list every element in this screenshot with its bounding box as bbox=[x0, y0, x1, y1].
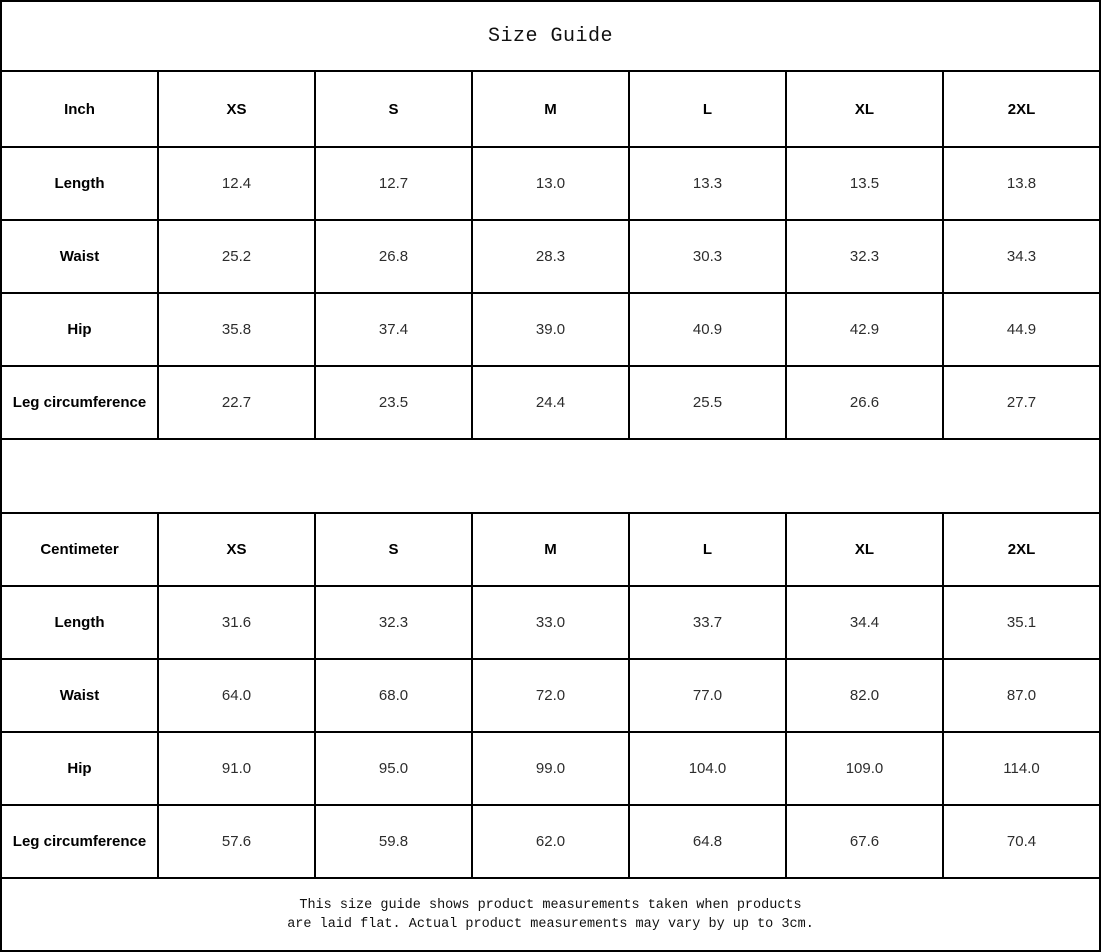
table-row-inch-hip: Hip 35.8 37.4 39.0 40.9 42.9 44.9 bbox=[0, 292, 1101, 367]
cell-value: 35.8 bbox=[157, 292, 316, 367]
cell-value: 109.0 bbox=[785, 731, 944, 806]
row-label: Leg circumference bbox=[0, 365, 159, 440]
cell-value: 68.0 bbox=[314, 658, 473, 733]
table-row-inch-length: Length 12.4 12.7 13.0 13.3 13.5 13.8 bbox=[0, 146, 1101, 221]
inch-header-row: Inch XS S M L XL 2XL bbox=[0, 70, 1101, 148]
cell-value: 23.5 bbox=[314, 365, 473, 440]
cell-value: 42.9 bbox=[785, 292, 944, 367]
cell-value: 30.3 bbox=[628, 219, 787, 294]
size-header-xl: XL bbox=[785, 512, 944, 587]
cell-value: 82.0 bbox=[785, 658, 944, 733]
cell-value: 13.8 bbox=[942, 146, 1101, 221]
cell-value: 99.0 bbox=[471, 731, 630, 806]
cell-value: 37.4 bbox=[314, 292, 473, 367]
table-row-cm-length: Length 31.6 32.3 33.0 33.7 34.4 35.1 bbox=[0, 585, 1101, 660]
cell-value: 59.8 bbox=[314, 804, 473, 879]
cell-value: 104.0 bbox=[628, 731, 787, 806]
cm-header-row: Centimeter XS S M L XL 2XL bbox=[0, 512, 1101, 587]
cell-value: 12.4 bbox=[157, 146, 316, 221]
cell-value: 33.0 bbox=[471, 585, 630, 660]
page-title: Size Guide bbox=[0, 0, 1101, 72]
cell-value: 34.3 bbox=[942, 219, 1101, 294]
cell-value: 27.7 bbox=[942, 365, 1101, 440]
size-header-s: S bbox=[314, 70, 473, 148]
measurement-note: This size guide shows product measuremen… bbox=[0, 877, 1101, 952]
table-row-cm-leg: Leg circumference 57.6 59.8 62.0 64.8 67… bbox=[0, 804, 1101, 879]
cell-value: 114.0 bbox=[942, 731, 1101, 806]
title-row: Size Guide bbox=[0, 0, 1101, 72]
cell-value: 32.3 bbox=[314, 585, 473, 660]
cell-value: 62.0 bbox=[471, 804, 630, 879]
cell-value: 39.0 bbox=[471, 292, 630, 367]
measurement-note-line1: This size guide shows product measuremen… bbox=[299, 897, 802, 913]
cell-value: 77.0 bbox=[628, 658, 787, 733]
size-header-l: L bbox=[628, 512, 787, 587]
cell-value: 28.3 bbox=[471, 219, 630, 294]
cell-value: 13.0 bbox=[471, 146, 630, 221]
footer-row: This size guide shows product measuremen… bbox=[0, 877, 1101, 952]
cell-value: 13.5 bbox=[785, 146, 944, 221]
cell-value: 13.3 bbox=[628, 146, 787, 221]
row-label: Length bbox=[0, 146, 159, 221]
cell-value: 25.5 bbox=[628, 365, 787, 440]
size-header-l: L bbox=[628, 70, 787, 148]
table-row-inch-leg: Leg circumference 22.7 23.5 24.4 25.5 26… bbox=[0, 365, 1101, 440]
spacer-cell bbox=[0, 438, 1101, 514]
measurement-note-line2: are laid flat. Actual product measuremen… bbox=[287, 916, 814, 932]
cell-value: 70.4 bbox=[942, 804, 1101, 879]
cell-value: 40.9 bbox=[628, 292, 787, 367]
row-label: Waist bbox=[0, 219, 159, 294]
cell-value: 64.8 bbox=[628, 804, 787, 879]
cell-value: 87.0 bbox=[942, 658, 1101, 733]
spacer-row bbox=[0, 438, 1101, 514]
table-row-cm-hip: Hip 91.0 95.0 99.0 104.0 109.0 114.0 bbox=[0, 731, 1101, 806]
table-row-inch-waist: Waist 25.2 26.8 28.3 30.3 32.3 34.3 bbox=[0, 219, 1101, 294]
cell-value: 57.6 bbox=[157, 804, 316, 879]
cell-value: 95.0 bbox=[314, 731, 473, 806]
size-header-xs: XS bbox=[157, 512, 316, 587]
cell-value: 35.1 bbox=[942, 585, 1101, 660]
cell-value: 33.7 bbox=[628, 585, 787, 660]
table-row-cm-waist: Waist 64.0 68.0 72.0 77.0 82.0 87.0 bbox=[0, 658, 1101, 733]
cell-value: 22.7 bbox=[157, 365, 316, 440]
cell-value: 72.0 bbox=[471, 658, 630, 733]
unit-header-centimeter: Centimeter bbox=[0, 512, 159, 587]
size-header-2xl: 2XL bbox=[942, 512, 1101, 587]
size-header-m: M bbox=[471, 70, 630, 148]
cell-value: 26.8 bbox=[314, 219, 473, 294]
cell-value: 12.7 bbox=[314, 146, 473, 221]
size-header-m: M bbox=[471, 512, 630, 587]
cell-value: 25.2 bbox=[157, 219, 316, 294]
size-header-2xl: 2XL bbox=[942, 70, 1101, 148]
size-header-xs: XS bbox=[157, 70, 316, 148]
row-label: Hip bbox=[0, 731, 159, 806]
row-label: Hip bbox=[0, 292, 159, 367]
cell-value: 44.9 bbox=[942, 292, 1101, 367]
cell-value: 32.3 bbox=[785, 219, 944, 294]
row-label: Leg circumference bbox=[0, 804, 159, 879]
row-label: Waist bbox=[0, 658, 159, 733]
cell-value: 67.6 bbox=[785, 804, 944, 879]
cell-value: 26.6 bbox=[785, 365, 944, 440]
row-label: Length bbox=[0, 585, 159, 660]
size-header-s: S bbox=[314, 512, 473, 587]
cell-value: 91.0 bbox=[157, 731, 316, 806]
cell-value: 34.4 bbox=[785, 585, 944, 660]
size-header-xl: XL bbox=[785, 70, 944, 148]
cell-value: 24.4 bbox=[471, 365, 630, 440]
cell-value: 64.0 bbox=[157, 658, 316, 733]
unit-header-inch: Inch bbox=[0, 70, 159, 148]
cell-value: 31.6 bbox=[157, 585, 316, 660]
